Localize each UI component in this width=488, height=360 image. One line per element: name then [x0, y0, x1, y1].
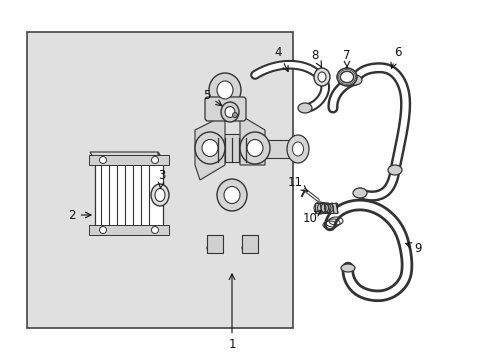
Ellipse shape: [151, 157, 158, 163]
Ellipse shape: [151, 184, 169, 206]
Ellipse shape: [202, 140, 218, 157]
Text: 1: 1: [228, 274, 235, 351]
Text: 2: 2: [68, 208, 91, 221]
Bar: [254, 140, 289, 158]
Bar: [209, 134, 254, 162]
Ellipse shape: [347, 75, 361, 85]
Ellipse shape: [292, 142, 303, 156]
Ellipse shape: [242, 243, 258, 253]
Ellipse shape: [336, 68, 356, 86]
Bar: [314, 203, 336, 213]
Text: 5: 5: [203, 89, 221, 105]
Ellipse shape: [151, 226, 158, 234]
Ellipse shape: [340, 264, 354, 272]
Ellipse shape: [352, 188, 366, 198]
Text: 8: 8: [311, 49, 321, 67]
Bar: [95, 160, 163, 230]
Polygon shape: [240, 115, 264, 165]
Ellipse shape: [155, 189, 164, 202]
Text: 6: 6: [390, 45, 401, 68]
Ellipse shape: [99, 226, 106, 234]
Text: 4: 4: [274, 45, 287, 71]
Polygon shape: [195, 115, 224, 180]
Text: 11: 11: [287, 176, 307, 192]
Ellipse shape: [240, 132, 269, 164]
Bar: [27, 32, 293, 328]
Text: 7: 7: [343, 49, 350, 67]
Text: 9: 9: [405, 242, 421, 255]
Bar: [89, 155, 169, 165]
Ellipse shape: [99, 157, 106, 163]
Ellipse shape: [246, 140, 263, 157]
Text: 10: 10: [302, 211, 320, 225]
Ellipse shape: [232, 113, 237, 117]
Ellipse shape: [217, 179, 246, 211]
Bar: [206, 235, 223, 253]
Ellipse shape: [224, 107, 235, 117]
Text: 3: 3: [158, 168, 165, 188]
Ellipse shape: [387, 165, 401, 175]
Polygon shape: [158, 152, 163, 230]
Ellipse shape: [195, 132, 224, 164]
Ellipse shape: [297, 103, 311, 113]
Ellipse shape: [208, 73, 241, 107]
Bar: [89, 225, 169, 235]
Ellipse shape: [286, 135, 308, 163]
Ellipse shape: [317, 72, 325, 82]
Ellipse shape: [217, 81, 232, 99]
FancyBboxPatch shape: [204, 97, 245, 121]
Bar: [242, 235, 258, 253]
Ellipse shape: [221, 102, 239, 122]
Ellipse shape: [313, 68, 329, 86]
Ellipse shape: [206, 243, 223, 253]
Polygon shape: [90, 152, 163, 160]
Ellipse shape: [340, 72, 353, 82]
Ellipse shape: [224, 186, 240, 203]
